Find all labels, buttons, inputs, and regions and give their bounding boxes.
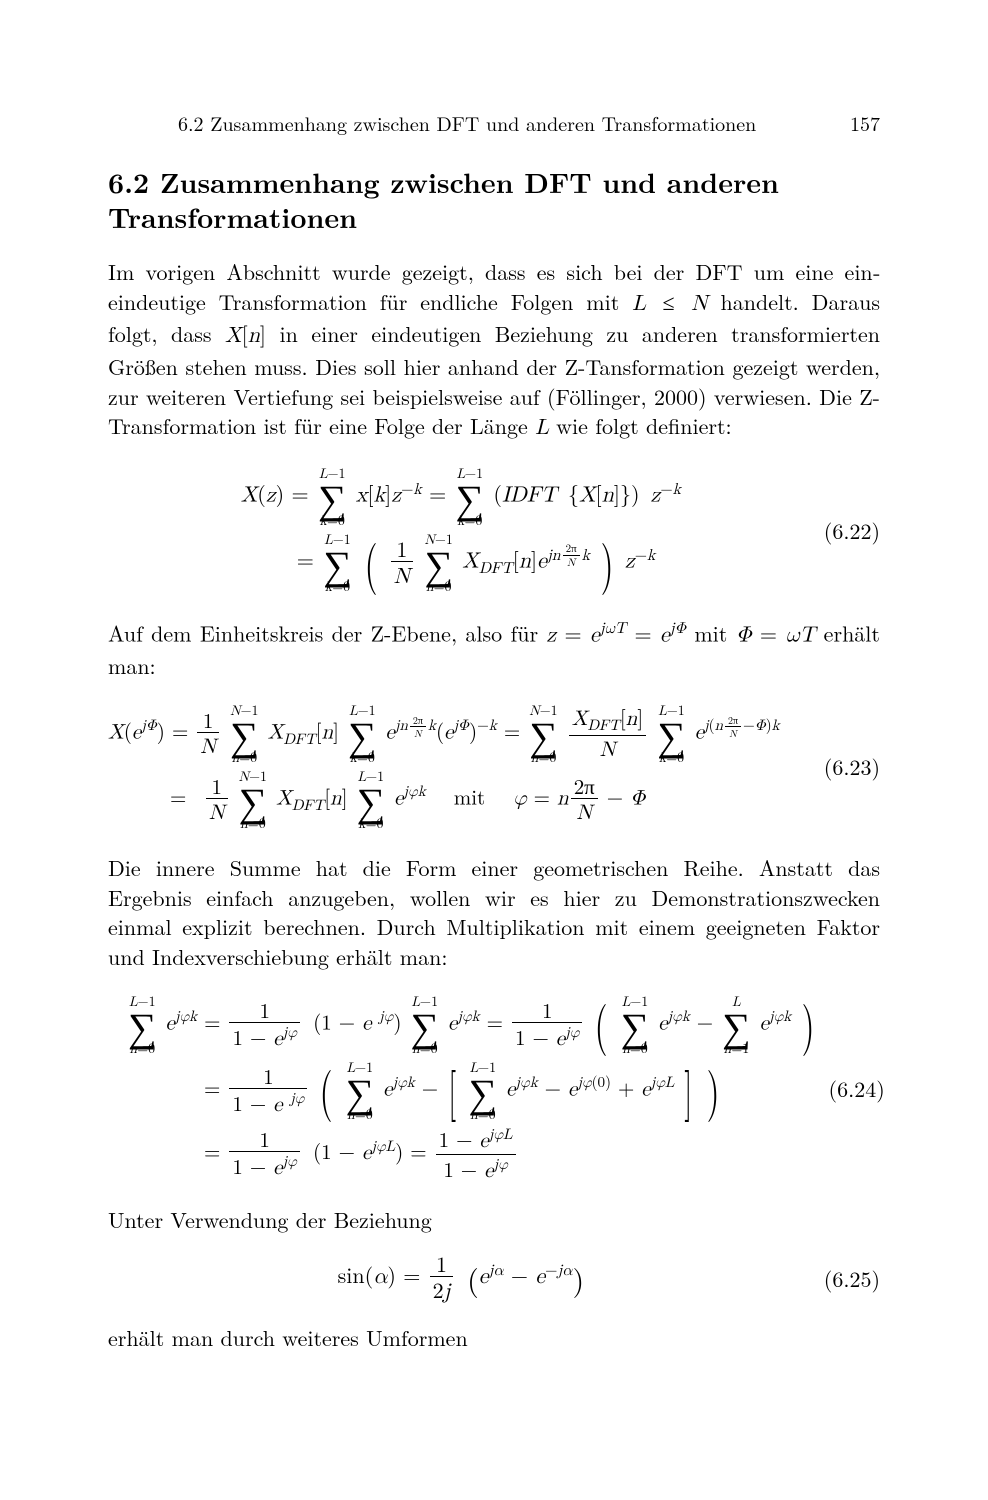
paragraph-3: Die innere Summe hat die Form einer geom… [108,853,880,972]
paragraph-1: Im vorigen Abschnitt wurde gezeigt, dass… [108,257,880,444]
paragraph-4: Unter Verwendung der Beziehung [108,1205,880,1235]
running-head: 6.2 Zusammenhang zwischen DFT und andere… [108,108,880,137]
section-number: 6.2 [108,162,149,202]
equation-6-22: X(z) = L−1∑k=0 x[k]z−k = L−1∑k=0 (IDFT {… [108,462,880,598]
equation-number: (6.25) [814,1263,880,1294]
equation-number: (6.24) [819,1073,885,1104]
section-heading: 6.2 Zusammenhang zwischen DFT und andere… [108,165,880,235]
equation-6-23: X(ejΦ) = 1N N−1∑n=0 XDFT[n] L−1∑k=0 ejn2… [108,699,880,835]
equation-6-25: sin(α) = 12j (ejα − e−jα) (6.25) [108,1252,880,1304]
paragraph-2: Auf dem Einheitskreis der Z-Ebene, also … [108,616,880,681]
equation-number: (6.22) [814,515,880,546]
page: 6.2 Zusammenhang zwischen DFT und andere… [0,0,988,1500]
section-title: Zusammenhang zwischen DFT und anderen Tr… [108,162,779,237]
running-head-text: 6.2 Zusammenhang zwischen DFT und andere… [108,108,756,137]
equation-6-24: L−1∑n=0 ejφk = 11 − ejφ (1 − e jφ) L−1∑n… [108,990,880,1187]
paragraph-5: erhält man durch weiteres Umformen [108,1323,880,1353]
equation-number: (6.23) [814,751,880,782]
page-number: 157 [850,108,880,137]
